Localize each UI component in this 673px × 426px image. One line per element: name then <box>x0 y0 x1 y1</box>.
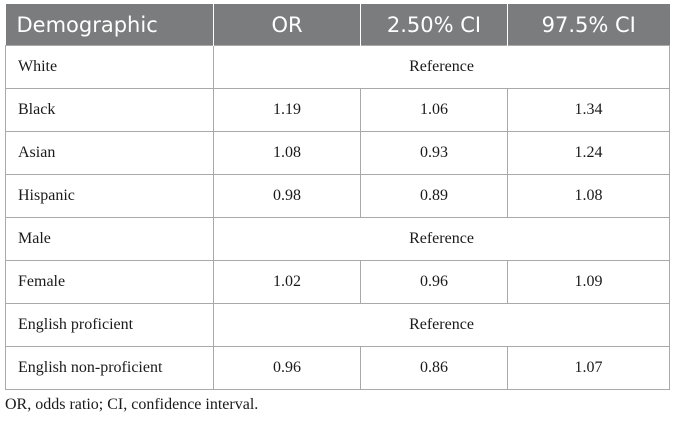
header-ci-lower: 2.50% CI <box>360 4 508 46</box>
or-cell: 0.96 <box>213 346 361 390</box>
row-label: Male <box>5 217 214 261</box>
table-row: Hispanic 0.98 0.89 1.08 <box>5 174 670 218</box>
header-row: Demographic OR 2.50% CI 97.5% CI <box>5 4 670 46</box>
header-or: OR <box>213 4 361 46</box>
row-label: Asian <box>5 131 214 175</box>
results-table-container: Demographic OR 2.50% CI 97.5% CI White R… <box>5 4 670 390</box>
header-demographic: Demographic <box>5 4 214 46</box>
ci-upper-cell: 1.24 <box>507 131 670 175</box>
or-cell: 1.08 <box>213 131 361 175</box>
table-row: Female 1.02 0.96 1.09 <box>5 260 670 304</box>
reference-cell: Reference <box>213 303 670 347</box>
table-row: White Reference <box>5 45 670 89</box>
table-footnote: OR, odds ratio; CI, confidence interval. <box>5 396 259 413</box>
or-cell: 0.98 <box>213 174 361 218</box>
ci-lower-cell: 0.89 <box>360 174 508 218</box>
reference-cell: Reference <box>213 217 670 261</box>
ci-lower-cell: 0.96 <box>360 260 508 304</box>
table-body: White Reference Black 1.19 1.06 1.34 Asi… <box>5 45 670 390</box>
table-row: Asian 1.08 0.93 1.24 <box>5 131 670 175</box>
row-label: Black <box>5 88 214 132</box>
row-label: White <box>5 45 214 89</box>
table-row: Male Reference <box>5 217 670 261</box>
ci-lower-cell: 0.93 <box>360 131 508 175</box>
ci-upper-cell: 1.08 <box>507 174 670 218</box>
or-cell: 1.02 <box>213 260 361 304</box>
row-label: Female <box>5 260 214 304</box>
or-cell: 1.19 <box>213 88 361 132</box>
row-label: Hispanic <box>5 174 214 218</box>
ci-upper-cell: 1.09 <box>507 260 670 304</box>
reference-cell: Reference <box>213 45 670 89</box>
table-row: English proficient Reference <box>5 303 670 347</box>
header-ci-upper: 97.5% CI <box>507 4 670 46</box>
row-label: English proficient <box>5 303 214 347</box>
odds-ratio-table: Demographic OR 2.50% CI 97.5% CI White R… <box>5 4 670 390</box>
table-row: English non-proficient 0.96 0.86 1.07 <box>5 346 670 390</box>
ci-upper-cell: 1.07 <box>507 346 670 390</box>
ci-lower-cell: 0.86 <box>360 346 508 390</box>
ci-upper-cell: 1.34 <box>507 88 670 132</box>
row-label: English non-proficient <box>5 346 214 390</box>
ci-lower-cell: 1.06 <box>360 88 508 132</box>
table-row: Black 1.19 1.06 1.34 <box>5 88 670 132</box>
table-header: Demographic OR 2.50% CI 97.5% CI <box>5 4 670 46</box>
